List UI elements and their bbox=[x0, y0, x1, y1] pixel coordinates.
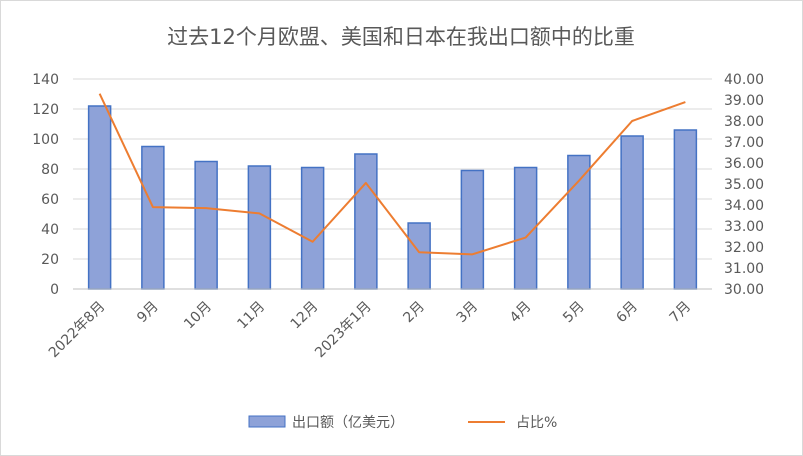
right-tick-label: 40.00 bbox=[724, 72, 764, 88]
bar bbox=[300, 166, 325, 290]
gridlines bbox=[73, 78, 712, 290]
x-tick-label: 9月 bbox=[134, 299, 162, 327]
x-tick-label: 4月 bbox=[507, 299, 535, 327]
left-tick-label: 140 bbox=[32, 72, 59, 88]
right-tick-label: 37.00 bbox=[724, 135, 764, 151]
x-tick-label: 2022年8月 bbox=[46, 299, 109, 362]
bar bbox=[620, 135, 644, 290]
right-tick-label: 31.00 bbox=[724, 261, 764, 277]
left-tick-label: 100 bbox=[32, 132, 59, 148]
bar bbox=[407, 222, 431, 290]
legend-bar-swatch bbox=[248, 415, 286, 428]
left-tick-label: 0 bbox=[50, 282, 59, 298]
right-tick-label: 35.00 bbox=[724, 177, 764, 193]
right-tick-label: 32.00 bbox=[724, 240, 764, 256]
left-tick-label: 20 bbox=[41, 252, 59, 268]
x-tick-label: 2月 bbox=[400, 299, 428, 327]
right-tick-label: 39.00 bbox=[724, 93, 764, 109]
x-tick-label: 6月 bbox=[613, 299, 641, 327]
right-tick-label: 36.00 bbox=[724, 156, 764, 172]
bar bbox=[354, 153, 378, 290]
x-tick-label: 3月 bbox=[454, 299, 482, 327]
legend-bar-label: 出口额（亿美元） bbox=[292, 415, 404, 431]
left-tick-label: 80 bbox=[41, 162, 59, 178]
left-tick-label: 60 bbox=[41, 192, 59, 208]
legend: 出口额（亿美元） 占比% bbox=[248, 415, 557, 431]
bar-series bbox=[87, 105, 698, 290]
ratio-line bbox=[98, 93, 686, 256]
right-axis: 30.00 31.00 32.00 33.00 34.00 35.00 36.00 37.00… bbox=[724, 72, 764, 298]
x-tick-label: 7月 bbox=[667, 299, 695, 327]
bar bbox=[194, 160, 218, 290]
legend-line-label: 占比% bbox=[516, 415, 557, 431]
bar bbox=[673, 129, 698, 290]
x-tick-label: 2023年1月 bbox=[312, 299, 375, 362]
x-tick-label: 5月 bbox=[560, 299, 588, 327]
bar bbox=[87, 105, 112, 290]
left-tick-label: 40 bbox=[41, 222, 59, 238]
x-tick-label: 11月 bbox=[234, 299, 268, 333]
bar bbox=[247, 165, 272, 290]
x-tick-label: 10月 bbox=[181, 299, 215, 333]
x-tick-label: 12月 bbox=[288, 299, 322, 333]
right-tick-label: 30.00 bbox=[724, 282, 764, 298]
bar bbox=[141, 145, 165, 290]
right-tick-label: 34.00 bbox=[724, 198, 764, 214]
left-axis: 0 20 40 60 80 100 120 140 bbox=[32, 72, 59, 298]
right-tick-label: 33.00 bbox=[724, 219, 764, 235]
right-tick-label: 38.00 bbox=[724, 114, 764, 130]
bar bbox=[567, 154, 591, 290]
left-tick-label: 120 bbox=[32, 102, 59, 118]
bar bbox=[460, 169, 485, 290]
line-series bbox=[98, 93, 686, 256]
chart-title: 过去12个月欧盟、美国和日本在我出口额中的比重 bbox=[167, 25, 635, 49]
